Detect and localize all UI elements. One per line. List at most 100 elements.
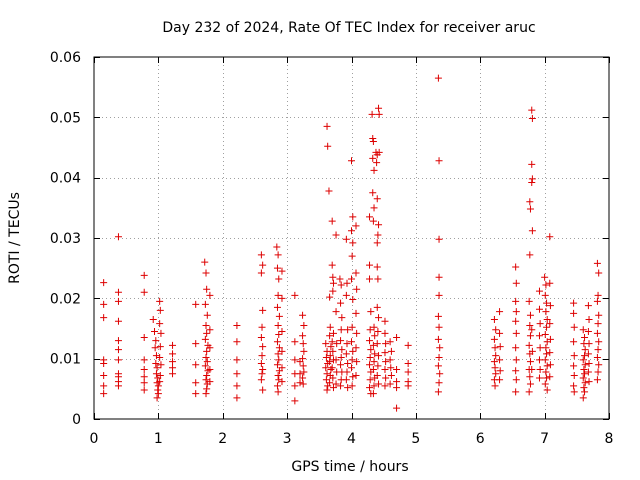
- data-point: [541, 273, 549, 281]
- data-point: [157, 361, 165, 369]
- data-point: [275, 356, 283, 364]
- data-point: [374, 231, 382, 239]
- data-point: [202, 390, 210, 398]
- data-point: [299, 355, 307, 363]
- data-point: [153, 394, 161, 402]
- data-point: [257, 334, 265, 342]
- data-point: [373, 239, 381, 247]
- data-point: [349, 373, 357, 381]
- data-point: [258, 370, 266, 378]
- data-point: [296, 370, 304, 378]
- data-point: [369, 154, 377, 162]
- data-point: [274, 388, 282, 396]
- data-point: [100, 372, 108, 380]
- data-point: [496, 308, 504, 316]
- data-point: [585, 315, 593, 323]
- y-tick-label: 0.03: [50, 231, 81, 247]
- data-point: [322, 364, 330, 372]
- data-point: [299, 380, 307, 388]
- data-point: [192, 300, 200, 308]
- data-point: [202, 269, 210, 277]
- data-point: [496, 343, 504, 351]
- data-point: [291, 338, 299, 346]
- data-point: [528, 366, 536, 374]
- data-point: [156, 343, 164, 351]
- data-point: [490, 315, 498, 323]
- data-point: [434, 388, 442, 396]
- data-point: [327, 343, 335, 351]
- data-point: [526, 198, 534, 206]
- data-point: [512, 317, 520, 325]
- data-point: [349, 213, 357, 221]
- data-point: [201, 335, 209, 343]
- data-point: [322, 376, 330, 384]
- data-point: [366, 384, 374, 392]
- data-point: [370, 382, 378, 390]
- data-point: [536, 320, 544, 328]
- data-point: [154, 390, 162, 398]
- data-point: [299, 332, 307, 340]
- data-point: [326, 293, 334, 301]
- data-point: [366, 261, 374, 269]
- data-point: [585, 378, 593, 386]
- x-tick-label: 8: [605, 431, 614, 447]
- x-tick-labels: 0 1 2 3 4 5 6 7 8: [90, 431, 614, 447]
- data-point: [386, 356, 394, 364]
- data-point: [579, 356, 587, 364]
- data-point: [393, 378, 401, 386]
- data-point: [233, 382, 241, 390]
- data-point: [542, 368, 550, 376]
- data-point: [526, 205, 534, 213]
- data-point: [366, 326, 374, 334]
- data-point: [257, 376, 265, 384]
- data-point: [570, 323, 578, 331]
- data-point: [329, 279, 337, 287]
- data-point: [375, 221, 383, 229]
- data-point: [374, 328, 382, 336]
- data-point: [375, 104, 383, 112]
- data-point: [156, 320, 164, 328]
- data-point: [169, 364, 177, 372]
- data-point: [543, 323, 551, 331]
- data-point: [169, 358, 177, 366]
- data-point: [257, 269, 265, 277]
- data-point: [328, 261, 336, 269]
- data-point: [546, 320, 554, 328]
- data-point: [546, 361, 554, 369]
- data-point: [366, 361, 374, 369]
- data-point: [535, 332, 543, 340]
- data-point: [344, 359, 352, 367]
- data-point: [336, 275, 344, 283]
- data-point: [152, 359, 160, 367]
- data-point: [278, 347, 286, 355]
- data-point: [299, 374, 307, 382]
- data-point: [375, 352, 383, 360]
- data-point: [329, 384, 337, 392]
- data-point: [291, 356, 299, 364]
- data-point: [593, 329, 601, 337]
- x-tick-label: 3: [283, 431, 292, 447]
- data-point: [203, 358, 211, 366]
- data-point: [373, 195, 381, 203]
- data-point: [393, 366, 401, 374]
- data-point: [332, 356, 340, 364]
- data-point: [570, 338, 578, 346]
- data-point: [584, 368, 592, 376]
- data-point: [435, 379, 443, 387]
- data-point: [278, 378, 286, 386]
- y-tick-label: 0.06: [50, 50, 81, 66]
- data-point: [393, 334, 401, 342]
- data-point: [100, 382, 108, 390]
- data-point: [546, 335, 554, 343]
- data-point: [435, 323, 443, 331]
- data-point: [300, 368, 308, 376]
- data-point: [373, 263, 381, 271]
- data-point: [114, 382, 122, 390]
- x-tick-label: 6: [476, 431, 485, 447]
- x-tick-label: 7: [540, 431, 549, 447]
- data-point: [528, 178, 536, 186]
- data-point: [299, 340, 307, 348]
- data-point: [192, 379, 200, 387]
- data-point: [203, 372, 211, 380]
- data-point: [353, 285, 361, 293]
